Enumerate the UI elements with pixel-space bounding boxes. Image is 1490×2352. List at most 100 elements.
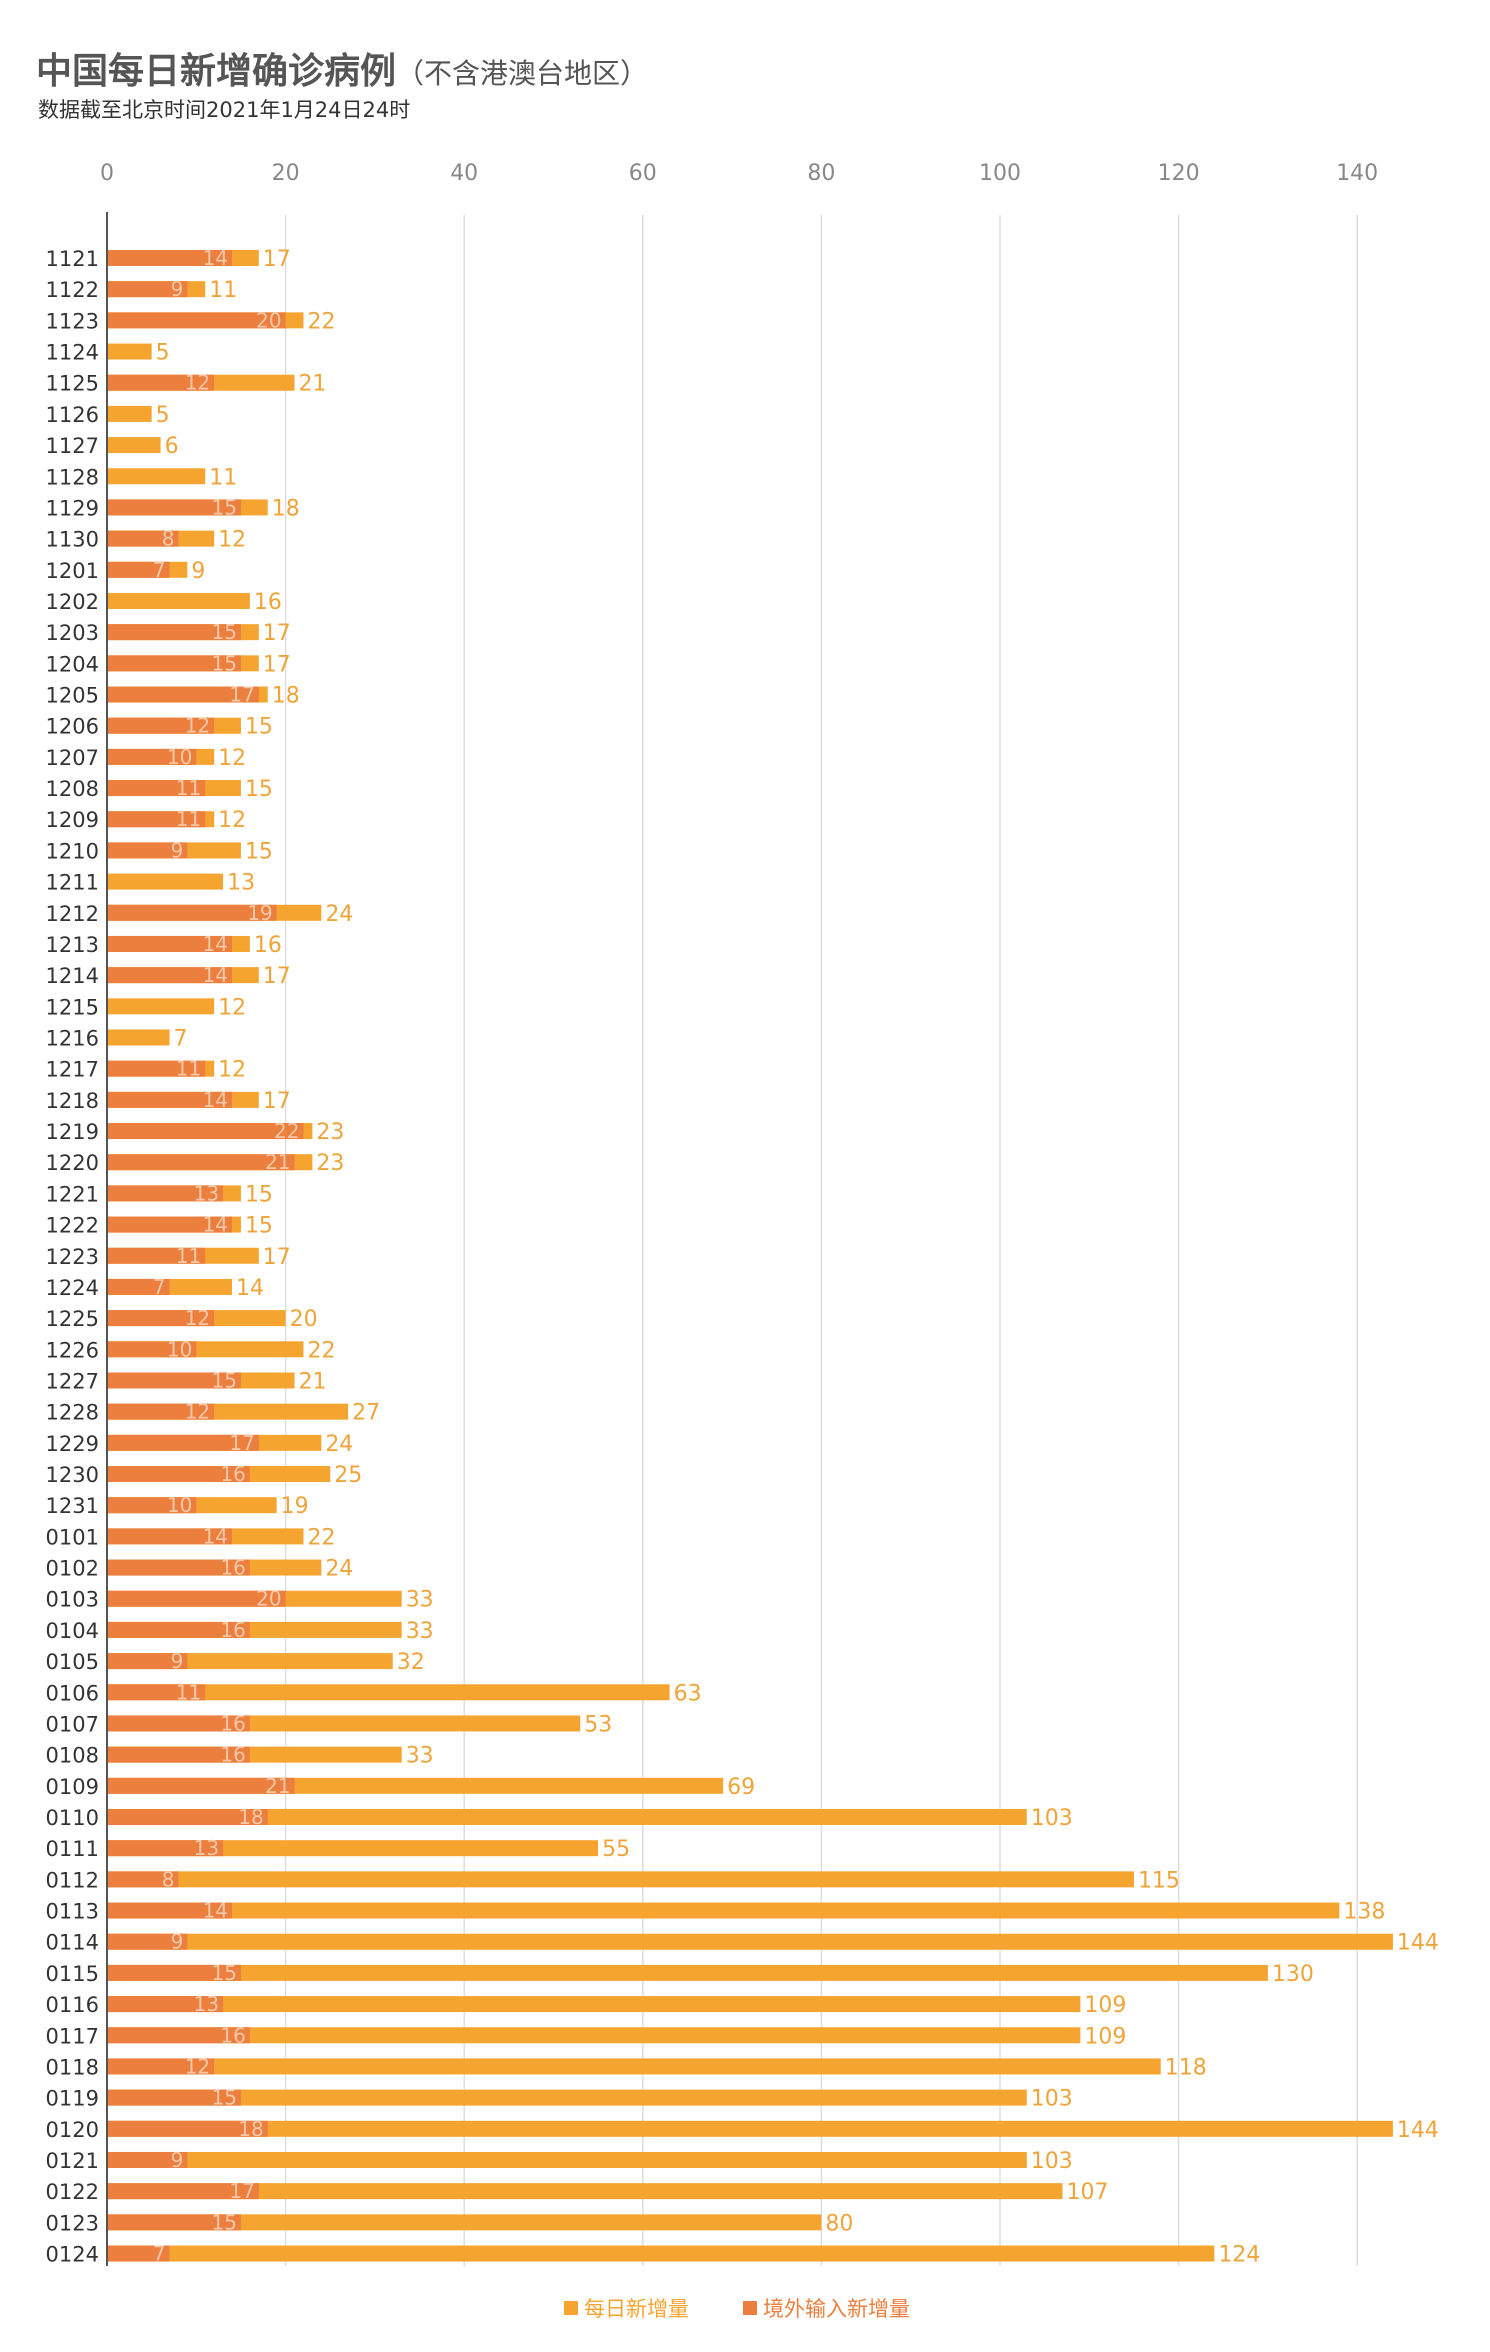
bar-imported <box>107 1996 224 2013</box>
data-label-imported: 17 <box>229 683 254 707</box>
bar-imported <box>107 1185 224 1202</box>
category-label: 1231 <box>46 1494 99 1518</box>
data-label-imported: 15 <box>211 2210 236 2234</box>
chart-title-note: （不含港澳台地区） <box>396 57 649 90</box>
data-label-imported: 20 <box>256 1587 281 1611</box>
data-label-imported: 14 <box>203 246 228 270</box>
data-label-imported: 13 <box>194 1992 219 2016</box>
category-label: 0107 <box>46 1712 99 1736</box>
x-axis-ticks: 0 20 40 60 80 100 120 140 <box>100 161 1378 186</box>
data-label-imported: 12 <box>185 714 210 738</box>
data-label-total: 17 <box>263 964 291 989</box>
data-label-total: 24 <box>325 902 353 927</box>
legend: 每日新增量 境外输入新增量 <box>0 2285 1490 2325</box>
legend-swatch-imported <box>743 2301 757 2315</box>
data-label-imported: 11 <box>176 776 201 800</box>
data-label-total: 21 <box>299 372 327 397</box>
category-label: 1217 <box>46 1058 99 1082</box>
data-label-total: 12 <box>218 808 246 833</box>
data-label-total: 24 <box>325 1432 353 1457</box>
category-label: 1218 <box>46 1089 99 1113</box>
data-label-total: 109 <box>1084 1993 1126 2018</box>
category-label: 1129 <box>46 496 99 520</box>
data-label-total: 53 <box>584 1712 612 1737</box>
category-label: 1214 <box>46 964 99 988</box>
category-label: 1130 <box>46 528 99 552</box>
bar-imported <box>107 1434 259 1451</box>
data-label-total: 12 <box>218 528 246 553</box>
category-label: 0104 <box>46 1619 99 1643</box>
category-label: 1128 <box>46 465 99 489</box>
x-tick-label: 120 <box>1158 161 1200 186</box>
bar-imported <box>107 655 241 672</box>
data-label-total: 103 <box>1031 1806 1073 1831</box>
data-label-imported: 16 <box>220 1462 245 1486</box>
data-label-imported: 11 <box>176 807 201 831</box>
data-label-imported: 11 <box>176 1680 201 1704</box>
category-label: 0114 <box>46 1931 99 1955</box>
data-label-total: 55 <box>602 1837 630 1862</box>
data-label-imported: 11 <box>176 1244 201 1268</box>
data-label-total: 18 <box>272 684 300 709</box>
data-label-imported: 8 <box>162 1867 175 1891</box>
category-label: 1207 <box>46 746 99 770</box>
data-label-imported: 20 <box>256 308 281 332</box>
data-label-imported: 21 <box>265 1774 290 1798</box>
data-label-total: 107 <box>1067 2180 1109 2205</box>
category-labels: 1121 1122 1123 1124 1125 1126 1127 1128 1129 1130… <box>46 247 99 2267</box>
data-label-imported: 14 <box>203 1899 228 1923</box>
data-label-total: 63 <box>674 1681 702 1706</box>
category-label: 1225 <box>46 1307 99 1331</box>
bar-imported <box>107 374 215 391</box>
data-label-imported: 7 <box>153 2242 166 2266</box>
data-label-imported: 15 <box>211 651 236 675</box>
data-label-total: 22 <box>307 1525 335 1550</box>
data-label-total: 15 <box>245 839 273 864</box>
bar-imported <box>107 499 241 516</box>
category-label: 0121 <box>46 2149 99 2173</box>
data-label-total: 33 <box>406 1744 434 1769</box>
data-label-total: 17 <box>263 1089 291 1114</box>
bar-imported <box>107 2245 170 2262</box>
bar-imported <box>107 842 188 859</box>
data-label-imported: 11 <box>176 1057 201 1081</box>
data-label-imported: 17 <box>229 2179 254 2203</box>
category-label: 1201 <box>46 559 99 583</box>
data-label-total: 15 <box>245 1182 273 1207</box>
bar-imported <box>107 1278 170 1295</box>
data-label-total: 5 <box>156 403 170 428</box>
data-label-imported: 19 <box>247 901 272 925</box>
data-label-total: 23 <box>316 1120 344 1145</box>
category-label: 1211 <box>46 871 99 895</box>
data-label-imported: 9 <box>171 1930 184 1954</box>
x-tick-label: 40 <box>450 161 478 186</box>
category-label: 0105 <box>46 1650 99 1674</box>
bar-imported <box>107 1154 295 1171</box>
bar-imported <box>107 2089 241 2106</box>
data-label-imported: 14 <box>203 963 228 987</box>
bar-total <box>107 1933 1393 1950</box>
bar-imported <box>107 1902 233 1919</box>
x-tick-label: 60 <box>629 161 657 186</box>
bar-imported <box>107 561 170 578</box>
data-label-total: 21 <box>299 1369 327 1394</box>
bars <box>107 250 1393 2262</box>
data-label-imported: 10 <box>167 1493 192 1517</box>
bar-imported <box>107 1216 233 1233</box>
bar-imported <box>107 2058 215 2075</box>
data-label-total: 17 <box>263 652 291 677</box>
category-label: 1124 <box>46 341 99 365</box>
bar-imported <box>107 1964 241 1981</box>
chart-subtitle: 数据截至北京时间2021年1月24日24时 <box>38 98 411 122</box>
category-label: 1210 <box>46 839 99 863</box>
gridlines <box>284 215 1358 2266</box>
bar-total <box>107 2027 1081 2044</box>
legend-swatch-total <box>564 2301 578 2315</box>
category-label: 1126 <box>46 403 99 427</box>
data-label-total: 16 <box>254 590 282 615</box>
data-label-total: 27 <box>352 1401 380 1426</box>
bar-imported <box>107 624 241 641</box>
bar-total <box>107 1871 1134 1888</box>
chart-title: 中国每日新增确诊病例（不含港澳台地区） <box>36 42 648 94</box>
